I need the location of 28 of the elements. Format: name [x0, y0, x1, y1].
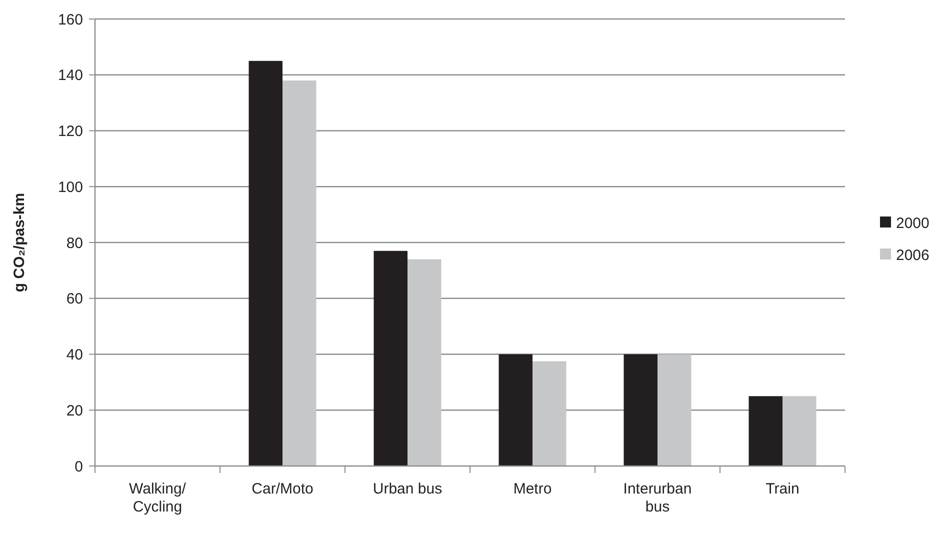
- bar: [374, 250, 408, 466]
- bar: [624, 354, 658, 466]
- y-tick-label: 100: [58, 178, 83, 196]
- y-tick-label: 0: [74, 458, 83, 476]
- y-tick-label: 40: [66, 346, 83, 364]
- x-tick-label: Train: [766, 480, 800, 498]
- bar: [498, 354, 532, 466]
- bar: [748, 396, 782, 466]
- x-tick-label: Walking/ Cycling: [129, 480, 187, 516]
- y-tick-label: 160: [58, 11, 83, 28]
- y-axis-title: g CO₂/pas-km: [11, 192, 28, 292]
- bar: [248, 60, 282, 466]
- y-tick-label: 60: [66, 290, 83, 308]
- legend-label: 2006: [896, 246, 930, 264]
- bar: [782, 396, 816, 466]
- y-tick-label: 140: [58, 67, 83, 84]
- x-tick-label: Metro: [513, 480, 552, 498]
- y-tick-label: 120: [58, 123, 83, 140]
- bar: [532, 361, 566, 466]
- bar: [658, 354, 692, 466]
- x-tick-label: Car/Moto: [252, 480, 314, 498]
- bar: [282, 80, 316, 466]
- bar: [408, 259, 442, 466]
- x-tick-label: Interurban bus: [623, 480, 692, 516]
- y-tick-label: 80: [66, 234, 83, 252]
- y-tick-label: 20: [66, 402, 83, 420]
- legend-label: 2000: [896, 214, 930, 232]
- x-tick-label: Urban bus: [372, 480, 442, 498]
